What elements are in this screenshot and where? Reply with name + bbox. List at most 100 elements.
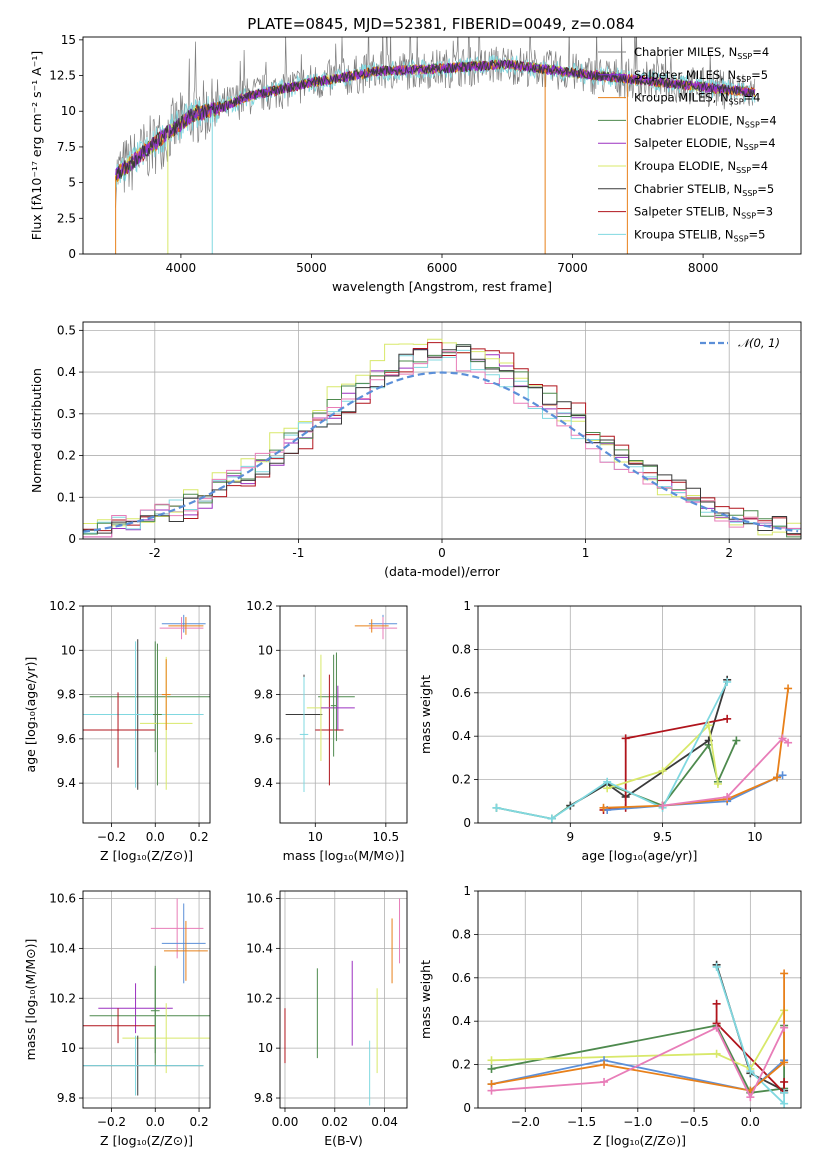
- y-tick-label: 10.2: [49, 991, 76, 1005]
- weight-series-line: [715, 966, 785, 1106]
- x-axis-label: age [log₁₀(age/yr)]: [582, 848, 698, 863]
- y-tick-label: 0.4: [452, 729, 471, 743]
- x-tick-label: −1.0: [623, 1115, 652, 1129]
- weight-marker: [778, 734, 787, 743]
- y-tick-label: 9.8: [254, 688, 273, 702]
- weight-marker: [723, 792, 732, 801]
- axes-frame: [477, 605, 802, 824]
- y-tick-label: 10: [61, 104, 76, 118]
- y-tick-label: 0.2: [452, 1058, 471, 1072]
- y-tick-label: 10.4: [246, 941, 273, 955]
- legend-entry: 𝒩(0, 1): [738, 336, 780, 350]
- errorbar-point: [299, 676, 309, 792]
- x-tick-label: −0.5: [680, 1115, 709, 1129]
- y-tick-label: 10: [61, 1041, 76, 1055]
- errorbar-point: [150, 898, 204, 959]
- errorbars-age_vs_mass: [285, 614, 398, 792]
- x-tick-label: 10: [747, 830, 762, 844]
- weight-marker: [723, 677, 732, 686]
- x-axis-label: wavelength [Angstrom, rest frame]: [332, 279, 552, 294]
- errorbar-point: [315, 674, 344, 786]
- errorbar-point: [83, 1008, 156, 1044]
- weight-marker: [723, 714, 732, 723]
- weight-marker: [603, 777, 612, 786]
- y-tick-label: 0: [68, 247, 76, 261]
- weight-marker: [712, 1049, 721, 1058]
- y-tick-label: 0.5: [57, 323, 76, 337]
- y-tick-label: 9.8: [254, 1091, 273, 1105]
- x-tick-label: 0.0: [741, 1115, 760, 1129]
- errorbar-point: [153, 643, 162, 786]
- y-tick-label: 10.6: [49, 891, 76, 905]
- y-tick-label: 9.8: [57, 688, 76, 702]
- panel-weight_vs_age: 9 9.5 10 0 0.2 0.4 0.6 0.8 1 age [log₁₀(age/yr)] m…: [418, 599, 802, 863]
- histogram-lines: [83, 338, 801, 538]
- y-axis-label: age [log₁₀(age/yr)]: [23, 657, 38, 773]
- x-tick-label: 2: [725, 546, 733, 560]
- y-tick-label: 9.6: [57, 732, 76, 746]
- x-tick-label: 0.0: [146, 830, 165, 844]
- y-tick-label: 10: [61, 643, 76, 657]
- axes-frame: [279, 890, 408, 1109]
- errorbar-point: [368, 617, 398, 640]
- legend-entry: Chabrier STELIB, NSSP=5: [634, 182, 774, 198]
- x-tick-label: 0.04: [371, 1115, 398, 1129]
- spectrum-lines: [115, 37, 756, 254]
- figure-title: PLATE=0845, MJD=52381, FIBERID=0049, z=0…: [247, 15, 634, 33]
- y-tick-label: 10.2: [246, 991, 273, 1005]
- lines-weight_vs_age: [492, 675, 793, 823]
- panel-age_vs_Z: −0.2 0.0 0.2 9.4 9.6 9.8 10 10.2 Z [log₁₀(Z/Z⊙)]…: [23, 599, 211, 863]
- y-tick-label: 1: [463, 884, 471, 898]
- legend-entry: Kroupa ELODIE, NSSP=4: [634, 159, 768, 175]
- weight-marker: [621, 734, 630, 743]
- errorbar-point: [83, 1035, 204, 1096]
- lines-weight_vs_Z: [487, 960, 789, 1108]
- y-tick-label: 0.6: [452, 686, 471, 700]
- axes-frame: [477, 890, 802, 1109]
- legend-entry: Chabrier MILES, NSSP=4: [634, 45, 769, 61]
- axes-frame: [82, 321, 802, 540]
- legend-entry: Salpeter ELODIE, NSSP=4: [634, 136, 776, 152]
- x-axis-label: Z [log₁₀(Z/Z⊙)]: [593, 1133, 686, 1148]
- weight-marker: [658, 766, 667, 775]
- weight-marker: [778, 771, 787, 780]
- weight-marker: [487, 1086, 496, 1095]
- y-axis-label: Flux [fλ10⁻¹⁷ erg cm⁻² s⁻¹ A⁻¹]: [29, 51, 44, 240]
- y-tick-label: 10: [258, 1041, 273, 1055]
- weight-marker: [780, 1099, 789, 1108]
- weight-marker: [780, 969, 789, 978]
- panel-mass_vs_EBV: 0.00 0.02 0.04 9.8 10 10.2 10.4 10.6 E(B-V): [246, 890, 408, 1148]
- errorbar-point: [161, 614, 206, 633]
- legend-entry: Salpeter MILES, NSSP=5: [634, 68, 768, 84]
- axes-frame: [279, 605, 408, 824]
- errorbar-point: [122, 1003, 210, 1074]
- y-axis-label: mass [log₁₀(M/M⊙)]: [23, 939, 38, 1061]
- y-tick-label: 0: [463, 1101, 471, 1115]
- weight-marker: [600, 1060, 609, 1069]
- errorbar-point: [161, 659, 171, 730]
- errorbar-point: [83, 692, 156, 768]
- errorbars-age_vs_Z: [83, 614, 210, 790]
- weight-marker: [547, 814, 556, 823]
- errorbar-point: [168, 617, 204, 635]
- weight-marker: [746, 1093, 755, 1102]
- errorbar-point: [164, 920, 208, 981]
- weight-series-line: [606, 723, 719, 790]
- weight-series-line: [496, 681, 729, 820]
- y-tick-label: 9.6: [254, 732, 273, 746]
- x-tick-label: −1.5: [567, 1115, 596, 1129]
- histogram-step: [83, 349, 801, 534]
- x-tick-label: 6000: [427, 261, 458, 275]
- x-axis-label: mass [log₁₀(M/M⊙)]: [283, 848, 405, 863]
- weight-series-line: [662, 737, 789, 807]
- weight-marker: [784, 684, 793, 693]
- y-tick-label: 15: [61, 33, 76, 47]
- errorbar-point: [89, 641, 210, 753]
- y-tick-label: 0.4: [452, 1014, 471, 1028]
- errorbar-point: [161, 903, 206, 984]
- panel-spectrum: 4000 5000 6000 7000 8000 0 2.5 5 7.5 10 12.5 15 wave…: [29, 33, 802, 294]
- errorbar-point: [98, 983, 173, 1034]
- y-tick-label: 0.6: [452, 971, 471, 985]
- y-tick-label: 0.4: [57, 365, 76, 379]
